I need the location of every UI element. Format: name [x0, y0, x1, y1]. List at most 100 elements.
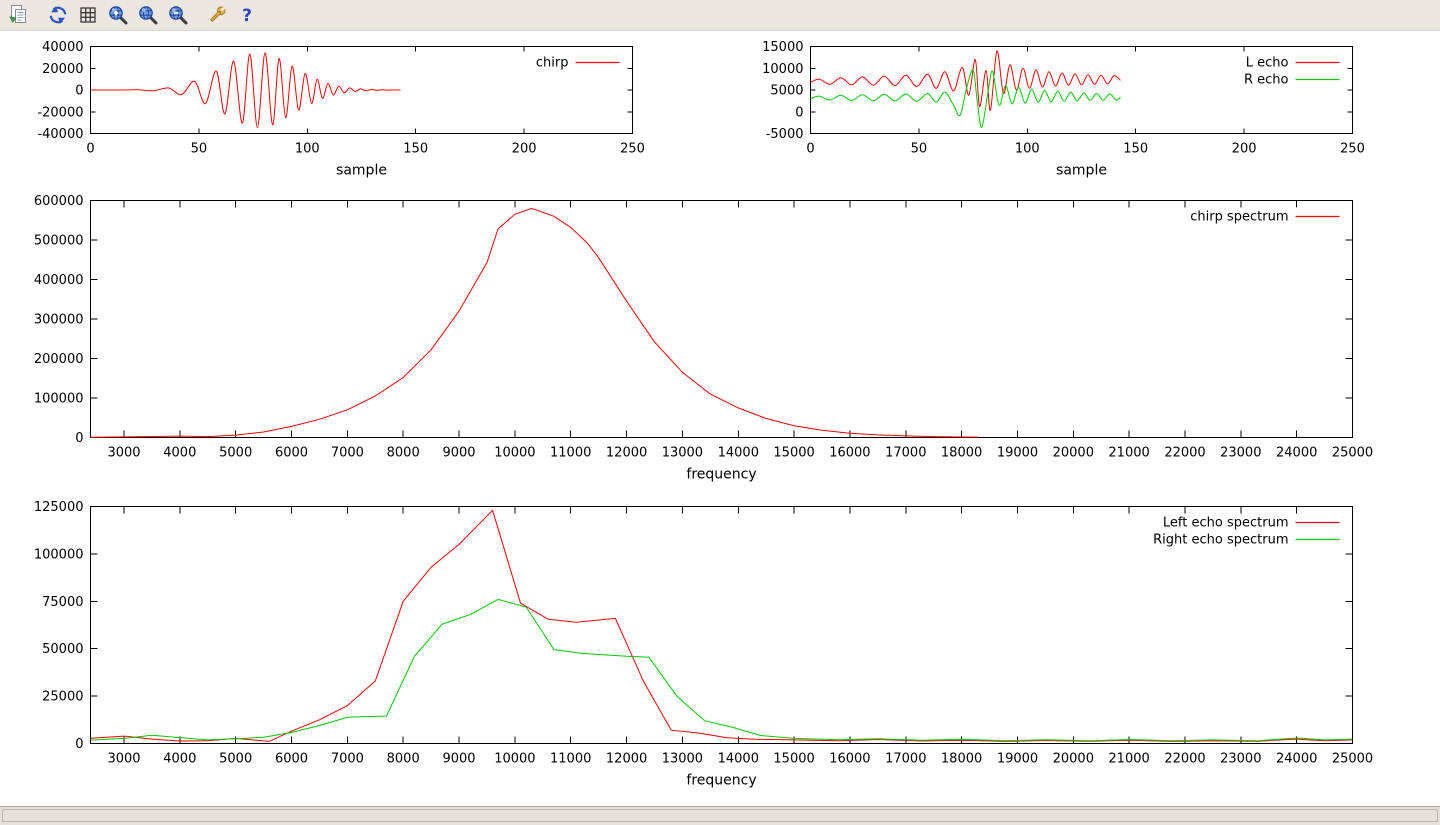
- svg-text:24000: 24000: [1276, 752, 1317, 767]
- svg-text:10000: 10000: [494, 752, 535, 767]
- svg-text:150: 150: [403, 142, 428, 157]
- svg-text:17000: 17000: [885, 446, 926, 461]
- tick-labels: 3000 4000 5000 6000 7000 8000 9000 10000 11000 12…: [34, 194, 1373, 461]
- chirp-signal-plot[interactable]: 0 50 100 150 200 250 -40000 -20000 0 20000 40000 ch…: [8, 40, 664, 192]
- svg-text:0: 0: [75, 737, 83, 752]
- svg-text:400000: 400000: [34, 273, 84, 288]
- zoom-out-button[interactable]: [165, 2, 191, 28]
- svg-text:0: 0: [75, 431, 83, 446]
- svg-text:20000: 20000: [42, 62, 83, 77]
- svg-text:16000: 16000: [829, 446, 870, 461]
- svg-text:21000: 21000: [1108, 752, 1149, 767]
- svg-text:12000: 12000: [606, 752, 647, 767]
- svg-text:24000: 24000: [1276, 446, 1317, 461]
- svg-text:-40000: -40000: [37, 127, 83, 142]
- series-line: [90, 52, 401, 129]
- svg-text:13000: 13000: [662, 446, 703, 461]
- series-line: [90, 207, 979, 438]
- svg-text:5000: 5000: [770, 84, 803, 99]
- svg-text:22000: 22000: [1164, 752, 1205, 767]
- copy-to-clipboard-icon: [9, 5, 26, 23]
- svg-text:10000: 10000: [762, 62, 803, 77]
- zoom-in-icon: [109, 6, 128, 25]
- svg-text:0: 0: [795, 105, 803, 120]
- svg-text:18000: 18000: [941, 752, 982, 767]
- zoom-reset-button[interactable]: [135, 2, 161, 28]
- svg-text:R echo: R echo: [1244, 73, 1289, 88]
- svg-text:250: 250: [620, 142, 645, 157]
- chirp-spectrum-plot[interactable]: 3000 4000 5000 6000 7000 8000 9000 10000 11000 12…: [8, 194, 1380, 494]
- svg-text:100000: 100000: [34, 392, 84, 407]
- legend: chirp: [536, 56, 620, 71]
- svg-text:-5000: -5000: [766, 127, 804, 142]
- help-button[interactable]: ?: [234, 2, 260, 28]
- svg-text:-20000: -20000: [37, 105, 83, 120]
- configure-button[interactable]: [204, 2, 230, 28]
- svg-text:23000: 23000: [1220, 752, 1261, 767]
- svg-text:75000: 75000: [42, 595, 83, 610]
- svg-text:10000: 10000: [494, 446, 535, 461]
- svg-text:22000: 22000: [1164, 446, 1205, 461]
- svg-text:50000: 50000: [42, 642, 83, 657]
- svg-text:3000: 3000: [107, 752, 140, 767]
- svg-text:50: 50: [911, 142, 928, 157]
- series: [90, 52, 401, 129]
- toolbar: ?: [0, 0, 1440, 31]
- wrench-icon: [210, 6, 226, 22]
- svg-text:L echo: L echo: [1246, 56, 1289, 71]
- svg-text:5000: 5000: [219, 752, 252, 767]
- series-line: [810, 50, 1121, 111]
- status-bar-field: [2, 809, 1438, 822]
- series-line: [90, 598, 1353, 742]
- svg-text:500000: 500000: [34, 234, 84, 249]
- svg-text:15000: 15000: [773, 752, 814, 767]
- svg-text:11000: 11000: [550, 446, 591, 461]
- svg-text:600000: 600000: [34, 194, 84, 209]
- svg-text:100: 100: [295, 142, 320, 157]
- svg-text:25000: 25000: [42, 690, 83, 705]
- svg-text:15000: 15000: [762, 40, 803, 55]
- x-axis-label: sample: [1056, 163, 1107, 179]
- svg-text:20000: 20000: [1053, 446, 1094, 461]
- x-axis-label: sample: [336, 163, 387, 179]
- svg-text:12000: 12000: [606, 446, 647, 461]
- svg-text:100000: 100000: [34, 547, 84, 562]
- zoom-in-button[interactable]: [105, 2, 131, 28]
- grid-icon: [80, 7, 96, 23]
- svg-text:20000: 20000: [1053, 752, 1094, 767]
- toggle-grid-button[interactable]: [75, 2, 101, 28]
- svg-text:25000: 25000: [1332, 446, 1373, 461]
- svg-text:14000: 14000: [718, 446, 759, 461]
- svg-text:9000: 9000: [442, 752, 475, 767]
- replot-button[interactable]: [45, 2, 71, 28]
- svg-text:100: 100: [1015, 142, 1040, 157]
- svg-text:16000: 16000: [829, 752, 870, 767]
- svg-text:125000: 125000: [34, 500, 84, 515]
- x-axis-label: frequency: [686, 467, 756, 483]
- legend: L echo R echo: [1244, 56, 1340, 88]
- svg-text:200: 200: [1232, 142, 1257, 157]
- plot-canvas: 0 50 100 150 200 250 -40000 -20000 0 20000 40000 ch…: [0, 31, 1440, 806]
- svg-text:18000: 18000: [941, 446, 982, 461]
- tick-labels: 0 50 100 150 200 250 -40000 -20000 0 20000 40000: [37, 40, 644, 157]
- svg-text:11000: 11000: [550, 752, 591, 767]
- svg-text:40000: 40000: [42, 40, 83, 55]
- axes: [810, 46, 1353, 134]
- svg-text:4000: 4000: [163, 446, 196, 461]
- svg-text:23000: 23000: [1220, 446, 1261, 461]
- svg-text:14000: 14000: [718, 752, 759, 767]
- svg-text:13000: 13000: [662, 752, 703, 767]
- axes: [90, 200, 1353, 438]
- svg-text:3000: 3000: [107, 446, 140, 461]
- svg-text:19000: 19000: [997, 446, 1038, 461]
- series: [90, 207, 979, 438]
- svg-text:300000: 300000: [34, 313, 84, 328]
- status-bar: [0, 806, 1440, 825]
- svg-text:Left echo spectrum: Left echo spectrum: [1163, 516, 1289, 531]
- replot-refresh-icon: [49, 6, 67, 24]
- copy-to-clipboard-button[interactable]: [6, 2, 32, 28]
- echo-spectra-plot[interactable]: 3000 4000 5000 6000 7000 8000 9000 10000 11000 12…: [8, 500, 1380, 800]
- svg-text:chirp spectrum: chirp spectrum: [1190, 210, 1288, 225]
- zoom-reset-icon: [139, 6, 158, 25]
